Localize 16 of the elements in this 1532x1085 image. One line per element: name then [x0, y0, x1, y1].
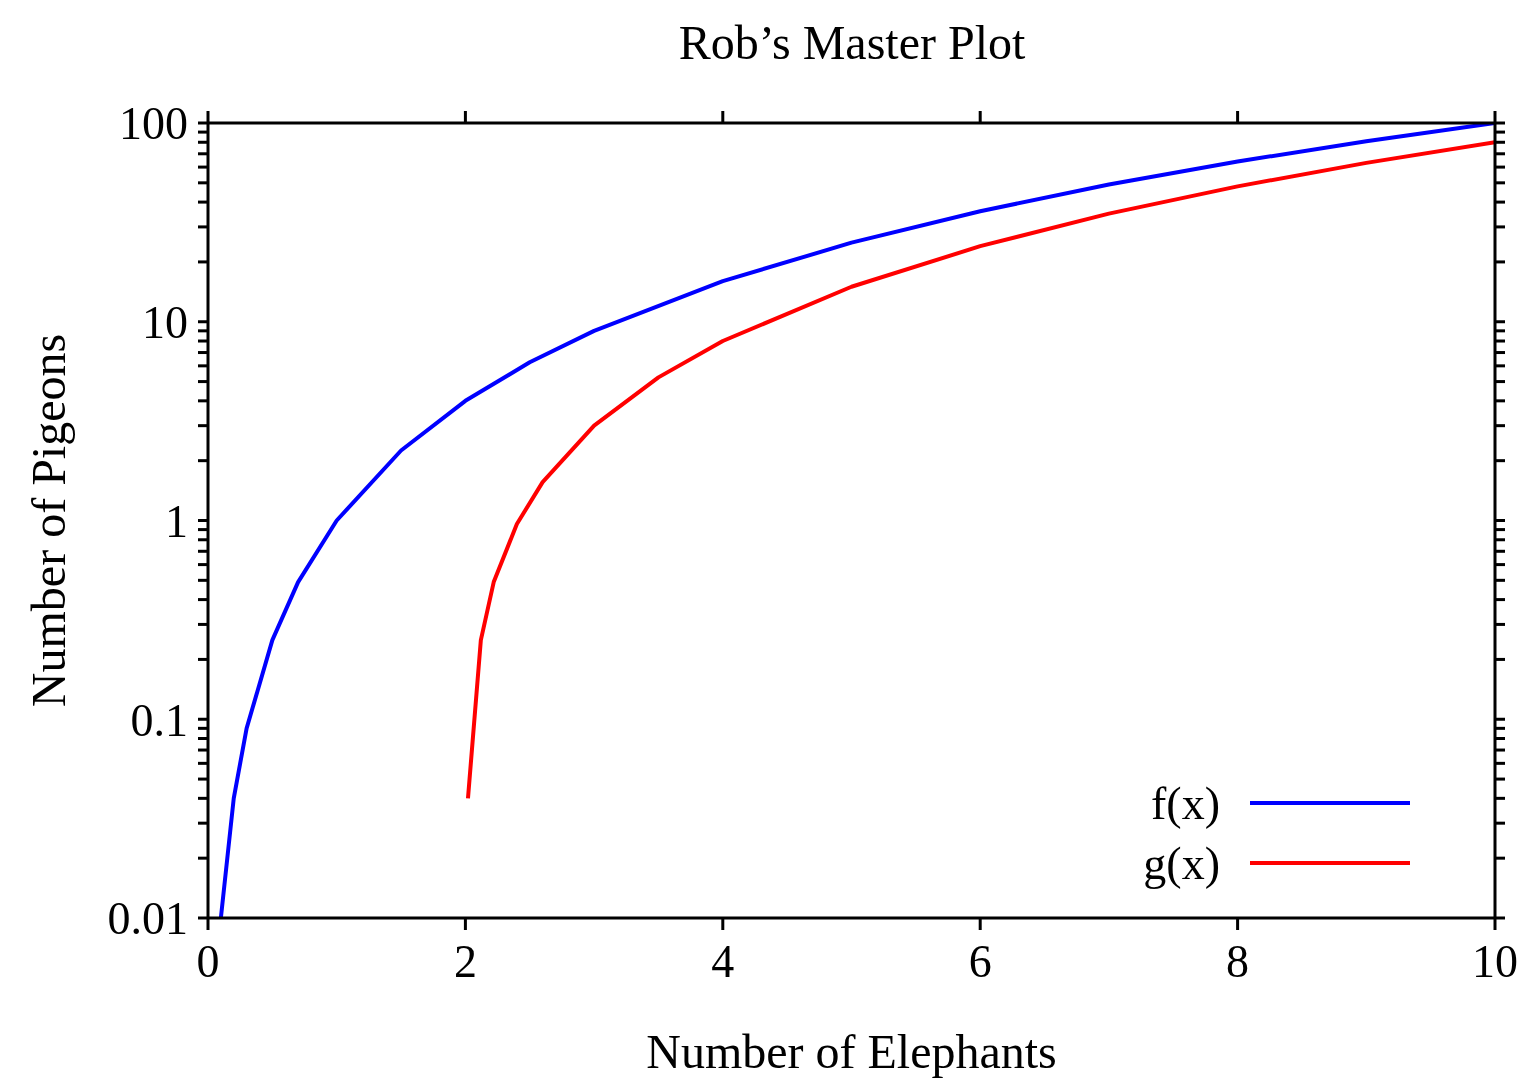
- chart-title: Rob’s Master Plot: [677, 15, 1027, 71]
- x-tick-label: 2: [453, 935, 477, 987]
- x-tick-label: 0: [196, 935, 220, 987]
- legend-label: g(x): [1143, 836, 1220, 890]
- x-tick-label: 6: [968, 935, 992, 987]
- y-axis-title: Number of Pigeons: [22, 333, 76, 708]
- y-tick-label: 0.01: [107, 893, 188, 945]
- y-tick-label: 0.1: [130, 694, 188, 746]
- legend-label: f(x): [1151, 776, 1220, 830]
- y-tick-label: 1: [165, 495, 188, 547]
- y-tick-label: 100: [119, 98, 188, 150]
- x-tick-label: 4: [711, 935, 735, 987]
- y-tick-label: 10: [142, 297, 188, 349]
- x-tick-label: 8: [1226, 935, 1250, 987]
- x-axis-title: Number of Elephants: [646, 1025, 1057, 1078]
- x-tick-label: 10: [1472, 935, 1518, 987]
